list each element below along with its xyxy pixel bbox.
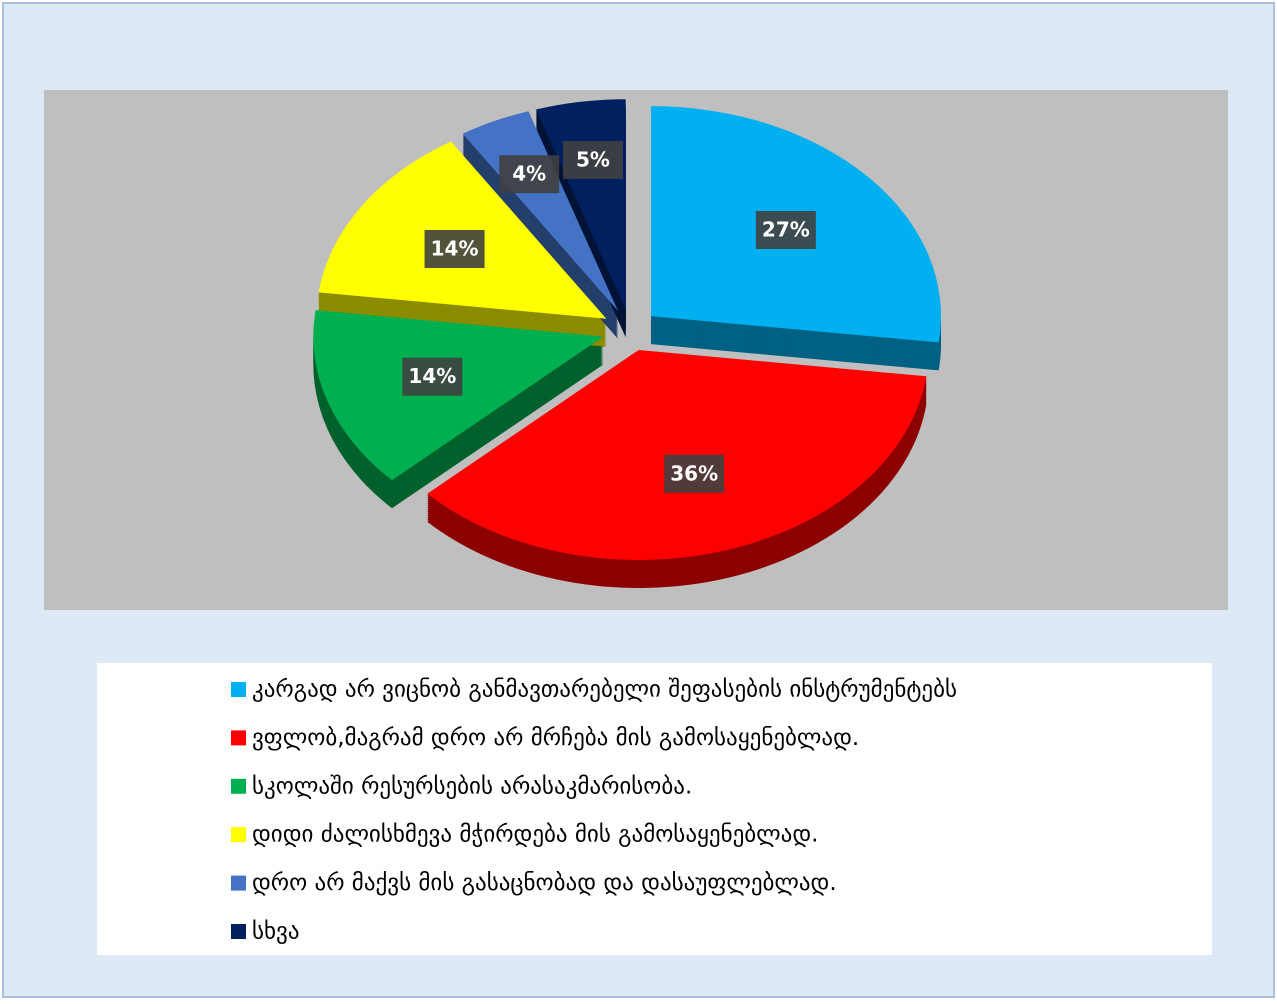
legend-swatch	[231, 924, 246, 939]
data-label-box	[499, 155, 560, 194]
legend-swatch	[231, 875, 246, 891]
legend-label: სკოლაში რესურსების არასაკმარისობა.	[252, 773, 692, 799]
legend-label: კარგად არ ვიცნობ განმავთარებელი შეფასები…	[252, 677, 957, 703]
data-label: 14%	[431, 236, 479, 260]
legend-swatch	[231, 730, 246, 746]
legend-label: დიდი ძალისხმევა მჭირდება მის გამოსაყენებ…	[252, 822, 818, 848]
legend-label: სხვა	[252, 919, 300, 945]
data-label: 4%	[512, 162, 546, 186]
data-label: 36%	[670, 461, 718, 485]
legend-swatch	[231, 827, 246, 843]
legend-swatch	[231, 682, 246, 697]
legend-box	[97, 663, 1212, 955]
legend-label: დრო არ მაქვს მის გასაცნობად და დასაუფლებ…	[252, 870, 837, 896]
data-label-box	[755, 211, 816, 250]
data-label-box	[402, 357, 463, 396]
legend-label: ვფლობ,მაგრამ დრო არ მრჩება მის გამოსაყენ…	[252, 725, 859, 751]
data-label: 5%	[576, 147, 610, 171]
data-label-box	[424, 229, 485, 268]
data-label: 27%	[762, 218, 810, 242]
data-label: 14%	[408, 364, 456, 388]
data-label-box	[664, 454, 725, 493]
data-label-box	[562, 140, 623, 179]
legend-swatch	[231, 778, 246, 794]
